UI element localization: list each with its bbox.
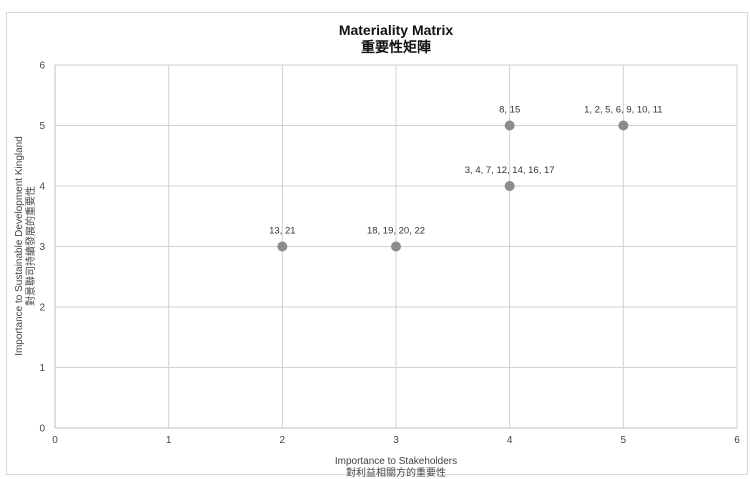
y-tick-label: 5 [39,121,45,132]
axes [54,65,737,429]
x-tick-label: 1 [166,435,172,446]
chart-subtitle: 重要性矩陣 [361,39,431,55]
x-tick-label: 4 [507,435,513,446]
chart-title: Materiality Matrix [339,22,454,38]
data-point [391,241,401,252]
x-axis-label-sub: 對利益相關方的重要性 [346,466,446,479]
data-point [618,120,629,131]
data-labels: 13, 21 18, 19, 20, 22 3, 4, 7, 12, 14, 16,… [269,105,662,237]
data-point [504,181,515,191]
data-point [277,241,288,252]
x-tick-label: 5 [621,435,627,446]
data-label: 18, 19, 20, 22 [367,226,425,237]
x-tick-label: 2 [280,435,286,446]
y-tick-label: 4 [39,182,45,193]
x-tick-label: 3 [393,435,399,446]
y-axis-label-sub: 對景聯司持續發展的重要性 [24,186,37,306]
data-label: 3, 4, 7, 12, 14, 16, 17 [465,165,555,176]
data-points [277,120,629,252]
y-tick-label: 3 [39,242,45,253]
data-point [504,120,515,131]
y-tick-label: 2 [39,303,45,314]
x-axis-label: Importance to Stakeholders [335,456,457,467]
chart-frame [6,12,748,475]
data-label: 8, 15 [499,105,520,116]
tick-labels: 0 1 2 3 4 5 6 0 1 2 3 4 5 6 [39,61,740,447]
y-tick-label: 0 [39,424,45,435]
y-axis-label: Importance to Sustainable Development Ki… [14,136,25,356]
y-tick-label: 1 [39,363,45,374]
y-tick-label: 6 [39,61,45,72]
x-tick-label: 0 [52,435,58,446]
data-label: 13, 21 [269,226,295,237]
data-label: 1, 2, 5, 6, 9, 10, 11 [584,105,663,116]
x-tick-label: 6 [734,435,740,446]
